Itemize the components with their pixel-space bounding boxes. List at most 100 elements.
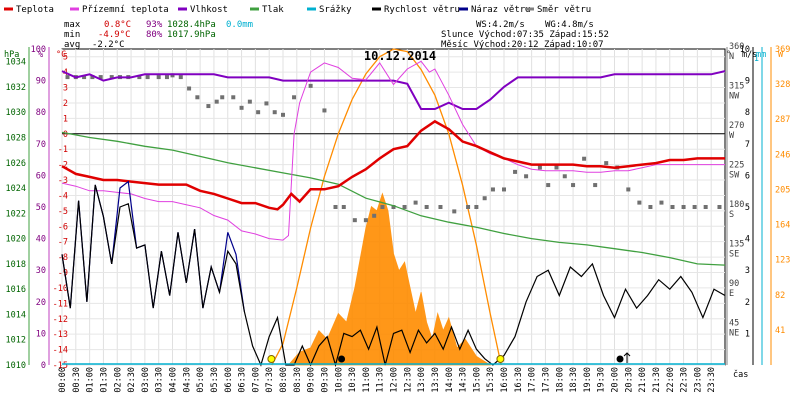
x-tick-label: 21:30	[652, 367, 662, 393]
dir-deg-label: 225	[729, 161, 744, 171]
temp-tick-label: -15	[53, 361, 68, 371]
legend-label: Náraz větru	[471, 5, 531, 15]
ms-tick-label: 8	[745, 108, 750, 118]
wind-direction-point	[145, 75, 150, 80]
wind-direction-point	[256, 110, 261, 115]
w-tick-label: 287	[775, 115, 790, 125]
x-tick-label: 05:00	[196, 367, 206, 393]
x-tick-label: 19:30	[597, 367, 607, 393]
moonrise-icon	[616, 355, 624, 363]
ms-tick-label: 2	[745, 298, 750, 308]
moonrise-arrow-icon	[623, 352, 631, 363]
x-tick-label: 10:30	[348, 367, 358, 393]
x-tick-label: 17:00	[528, 367, 538, 393]
wind-direction-point	[537, 165, 542, 170]
hpa-tick-label: 1020	[6, 235, 26, 245]
temp-tick-label: 0	[63, 130, 68, 140]
x-tick-label: 16:30	[514, 367, 524, 393]
wind-direction-point	[524, 174, 529, 179]
wind-direction-point	[424, 205, 429, 209]
wind-direction-point	[264, 101, 269, 106]
x-tick-label: 07:30	[265, 367, 275, 393]
temp-tick-label: -1	[58, 145, 68, 155]
temp-axis-label: °C	[56, 50, 66, 60]
pct-tick-label: 30	[36, 266, 46, 276]
wind-direction-point	[604, 161, 609, 166]
wind-direction-point	[554, 165, 559, 170]
wind-direction-point	[292, 95, 297, 100]
wind-direction-point	[333, 205, 338, 209]
x-tick-label: 18:00	[555, 367, 565, 393]
wind-direction-point	[308, 83, 313, 88]
dir-compass-label: NW	[729, 92, 740, 102]
dir-compass-label: SW	[729, 171, 740, 181]
wind-direction-point	[562, 174, 567, 179]
x-tick-label: 04:00	[169, 367, 179, 393]
wind-direction-point	[637, 200, 642, 205]
temp-tick-label: -6	[58, 222, 68, 232]
hpa-tick-label: 1022	[6, 209, 26, 219]
legend-label: Tlak	[262, 5, 284, 15]
x-tick-label: 22:30	[680, 367, 690, 393]
w-tick-label: 246	[775, 150, 790, 160]
hpa-tick-label: 1028	[6, 133, 26, 143]
x-tick-label: 11:30	[376, 367, 386, 393]
hpa-tick-label: 1030	[6, 108, 26, 118]
temperature-line	[61, 119, 725, 211]
wind-direction-point	[670, 205, 675, 209]
temp-tick-label: 2	[63, 99, 68, 109]
x-tick-label: 14:30	[459, 367, 469, 393]
pct-tick-label: 70	[36, 140, 46, 150]
wind-direction-point	[717, 205, 722, 209]
wind-direction-point	[593, 183, 598, 188]
stat-min-label: min	[64, 30, 80, 40]
temp-tick-label: -12	[53, 315, 68, 325]
wind-direction-point	[178, 75, 183, 80]
x-tick-label: 12:30	[403, 367, 413, 393]
x-tick-label: 15:00	[472, 367, 482, 393]
x-tick-label: 08:00	[279, 367, 289, 393]
dir-deg-label: 90	[729, 279, 739, 289]
x-tick-label: 07:00	[251, 367, 261, 393]
wind-direction-point	[372, 213, 377, 218]
temp-tick-label: -9	[58, 269, 68, 279]
x-tick-label: 03:30	[155, 367, 165, 393]
x-tick-label: 06:30	[238, 367, 248, 393]
dir-deg-label: 315	[729, 82, 744, 92]
x-tick-label: 08:30	[293, 367, 303, 393]
wind-direction-point	[90, 75, 95, 80]
w-axis-label: W	[778, 50, 784, 60]
sunset-icon	[496, 355, 505, 363]
x-tick-label: 22:00	[666, 367, 676, 393]
x-tick-label: 13:00	[417, 367, 427, 393]
stat-min-press: 1017.9hPa	[167, 30, 216, 40]
wind-direction-point	[474, 205, 479, 209]
stat-max-temp: 0.8°C	[104, 20, 131, 30]
stat-max-rain: 0.0mm	[226, 20, 253, 30]
wind-direction-point	[438, 205, 443, 209]
pct-tick-label: 40	[36, 235, 46, 245]
hpa-tick-label: 1024	[6, 184, 26, 194]
dir-compass-label: SE	[729, 250, 739, 260]
ground-temperature-line	[61, 60, 725, 241]
wind-direction-point	[626, 187, 631, 192]
wind-direction-point	[220, 95, 225, 100]
wind-direction-point	[659, 200, 664, 205]
x-tick-label: 03:00	[141, 367, 151, 393]
wind-direction-point	[490, 187, 495, 192]
dir-deg-label: 360	[729, 42, 744, 52]
solar-theoretical-line	[271, 48, 502, 366]
wind-direction-point	[352, 218, 357, 223]
wind-direction-point	[391, 205, 396, 209]
x-tick-label: 02:00	[113, 367, 123, 393]
pct-tick-label: 60	[36, 171, 46, 181]
sunrise-icon	[267, 355, 276, 363]
x-tick-label: 21:00	[638, 367, 648, 393]
x-tick-label: 14:00	[445, 367, 455, 393]
wind-direction-point	[195, 95, 200, 100]
wind-direction-point	[170, 73, 175, 78]
temp-tick-label: -5	[58, 207, 68, 217]
wind-direction-point	[546, 183, 551, 188]
